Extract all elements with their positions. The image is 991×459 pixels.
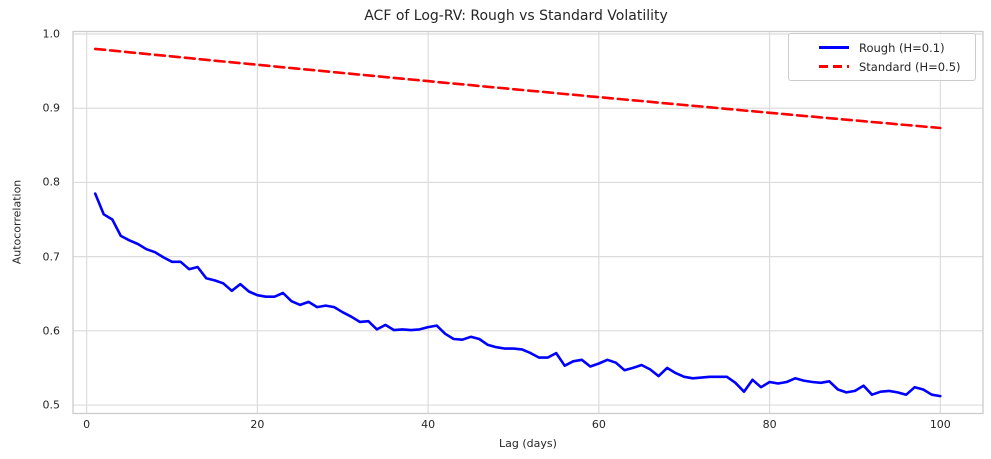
x-tick-label: 80 — [762, 418, 777, 431]
x-axis-label: Lag (days) — [499, 437, 557, 450]
y-tick-label: 0.9 — [42, 101, 61, 115]
y-tick-label: 1.0 — [42, 27, 61, 41]
x-tick-label: 100 — [929, 418, 951, 431]
y-tick-label: 0.6 — [42, 324, 61, 338]
legend-line-solid-icon — [819, 46, 849, 49]
x-tick-label: 60 — [591, 418, 606, 431]
y-tick-label: 0.5 — [42, 398, 61, 412]
legend: Rough (H=0.1) Standard (H=0.5) — [788, 33, 976, 81]
legend-item-standard: Standard (H=0.5) — [819, 58, 967, 76]
legend-item-rough: Rough (H=0.1) — [819, 39, 967, 57]
legend-line-dashed-icon — [819, 65, 849, 68]
chart-title: ACF of Log-RV: Rough vs Standard Volatil… — [364, 8, 668, 24]
y-axis-label: Autocorrelation — [10, 179, 24, 265]
series-line-standard — [93, 47, 942, 130]
series-line-rough — [93, 192, 942, 398]
legend-label-standard: Standard (H=0.5) — [859, 59, 961, 74]
y-tick-label: 0.8 — [42, 175, 61, 189]
y-tick-label: 0.7 — [42, 250, 61, 264]
x-tick-label: 0 — [83, 418, 91, 431]
x-tick-label: 20 — [250, 418, 265, 431]
legend-label-rough: Rough (H=0.1) — [859, 40, 945, 55]
x-tick-label: 40 — [421, 418, 436, 431]
axes-spines — [72, 30, 984, 415]
